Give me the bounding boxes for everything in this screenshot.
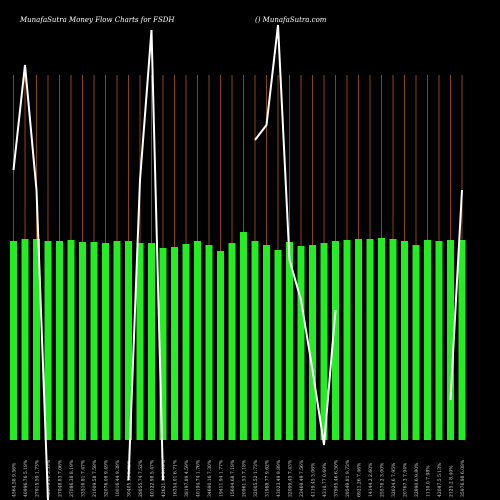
x-tick-label: 34690.16 7.30% [207,459,213,497]
x-tick-label: 14144.2 2.60% [368,462,374,497]
bar [309,245,316,440]
x-tick-label: 33516.81 7.47% [81,459,87,497]
x-tick-label: 28055.74 7.52% [138,459,144,497]
bar [297,246,305,440]
bar [458,240,466,440]
bar [56,241,63,440]
chart-title: MunafaSutra Money Flow Charts for FSDH [19,16,175,24]
bar [332,241,339,440]
x-tick-label: 43023.49 9.89% [276,459,282,497]
bar [205,245,213,440]
x-tick-label: 37905.46 6.50% [334,459,340,497]
x-tick-label: 6921.26 7.46% [357,462,363,497]
x-tick-label: 32076.08 9.49% [104,459,110,497]
bar [355,239,362,440]
bar [251,241,259,440]
bar [102,243,109,440]
bar [435,241,443,440]
bar [159,248,167,440]
x-tick-label: 4564.58 9.56% [12,462,18,497]
bar [274,250,282,440]
x-tick-label: 40996.76 5.18% [23,459,29,497]
bar [136,243,144,440]
x-tick-label: 4119.45 3.06% [311,462,317,497]
x-tick-label: 32678.06 5.53% [46,459,52,497]
x-tick-label: 10016.44 9.38% [115,459,121,497]
bar [182,244,190,440]
bar [217,251,224,440]
x-tick-label: 20767.3 7.94% [403,462,409,497]
bar [90,242,98,440]
x-tick-label: 35976.98 6.08% [460,459,466,497]
bar [378,238,385,440]
x-tick-label: 22990.6 9.80% [414,462,420,497]
x-tick-label: 23469.49 7.56% [299,459,305,497]
bar [33,239,40,440]
bar [113,241,121,440]
bar [125,241,132,440]
bar [194,241,201,440]
x-tick-label: 32005.52 1.73% [253,459,259,497]
x-tick-label: 19411.94 1.77% [219,459,225,497]
x-tick-label: 40194.74 1.76% [196,459,202,497]
bar [10,241,17,440]
bar [366,239,374,440]
bar [21,239,29,440]
x-tick-label: 4310.77 0.69% [322,462,328,497]
x-tick-label: 25578.2 3.00% [380,462,386,497]
bar [343,240,351,440]
x-tick-label: 32024.6 7.95% [391,462,397,497]
bar [240,232,247,440]
bar [228,243,236,440]
bar [67,240,75,440]
x-tick-label: 29549.81 9.73% [345,459,351,497]
bar [148,243,155,440]
bar [389,239,397,440]
x-tick-label: 21009.58 7.58% [92,459,98,497]
x-tick-label: 2125.2 8.40% [449,465,455,497]
x-tick-label: 20961.53 7.18% [242,459,248,497]
x-tick-label: 40122.98 5.47% [150,459,156,497]
bar [320,243,328,440]
x-tick-label: 27086.38 8.19% [69,459,75,497]
price-line [12,24,463,500]
x-tick-label: 27915.59 1.73% [35,459,41,497]
bar [412,245,420,440]
x-tick-label: 1130.0 7.98% [426,465,432,497]
x-tick-label: 16354.01 6.71% [173,459,179,497]
x-tick-label: 42621.08 9.19% [161,459,167,497]
bar [79,242,86,440]
x-tick-label: 15604.68 7.18% [230,459,236,497]
x-tick-label: 42097.5 5.13% [437,462,443,497]
bar [424,240,431,440]
x-tick-label: 38197.89 4.59% [184,459,190,497]
bar [263,245,270,440]
bar [401,241,408,440]
bar [447,240,454,440]
bar [171,247,178,440]
x-tick-label: 22099.45 7.43% [288,459,294,497]
x-tick-label: 27048.83 7.06% [58,459,64,497]
x-tick-label: 31988.77 9.62% [265,459,271,497]
chart-subtitle: () MunafaSutra.com [255,16,327,24]
bar [286,242,293,440]
bar [44,241,52,440]
